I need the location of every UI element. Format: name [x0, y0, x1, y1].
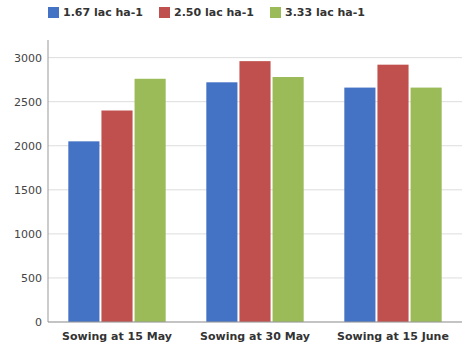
bar — [239, 61, 270, 322]
legend-swatch — [159, 7, 170, 18]
y-tick-label: 1000 — [14, 228, 42, 241]
legend-swatch — [270, 7, 281, 18]
legend-label: 2.50 lac ha-1 — [174, 6, 254, 19]
y-tick-label: 2500 — [14, 96, 42, 109]
bars — [68, 61, 441, 322]
y-tick-label: 0 — [35, 316, 42, 329]
y-tick-label: 500 — [21, 272, 42, 285]
bar — [101, 111, 132, 323]
grid-line — [48, 322, 462, 323]
bar — [273, 77, 304, 322]
legend-label: 3.33 lac ha-1 — [285, 6, 365, 19]
y-tick-label: 1500 — [14, 184, 42, 197]
bar — [68, 141, 99, 322]
bar — [344, 88, 375, 322]
legend-label: 1.67 lac ha-1 — [63, 6, 143, 19]
grid — [48, 58, 462, 322]
y-axis-line — [48, 40, 49, 322]
x-tick-label: Sowing at 15 May — [62, 330, 172, 343]
y-tick-label: 2000 — [14, 140, 42, 153]
bar — [206, 82, 237, 322]
legend: 1.67 lac ha-1 2.50 lac ha-1 3.33 lac ha-1 — [48, 6, 365, 19]
chart: 0 500 1000 1500 2000 2500 3000 Sowing at 15 May… — [0, 0, 474, 354]
legend-swatch — [48, 7, 59, 18]
x-axis-line — [48, 322, 462, 323]
bar — [135, 79, 166, 322]
grid-line — [48, 57, 462, 58]
bar — [411, 88, 442, 322]
x-tick-label: Sowing at 30 May — [200, 330, 310, 343]
y-tick-label: 3000 — [14, 52, 42, 65]
bar — [377, 65, 408, 322]
x-tick-label: Sowing at 15 June — [337, 330, 449, 343]
